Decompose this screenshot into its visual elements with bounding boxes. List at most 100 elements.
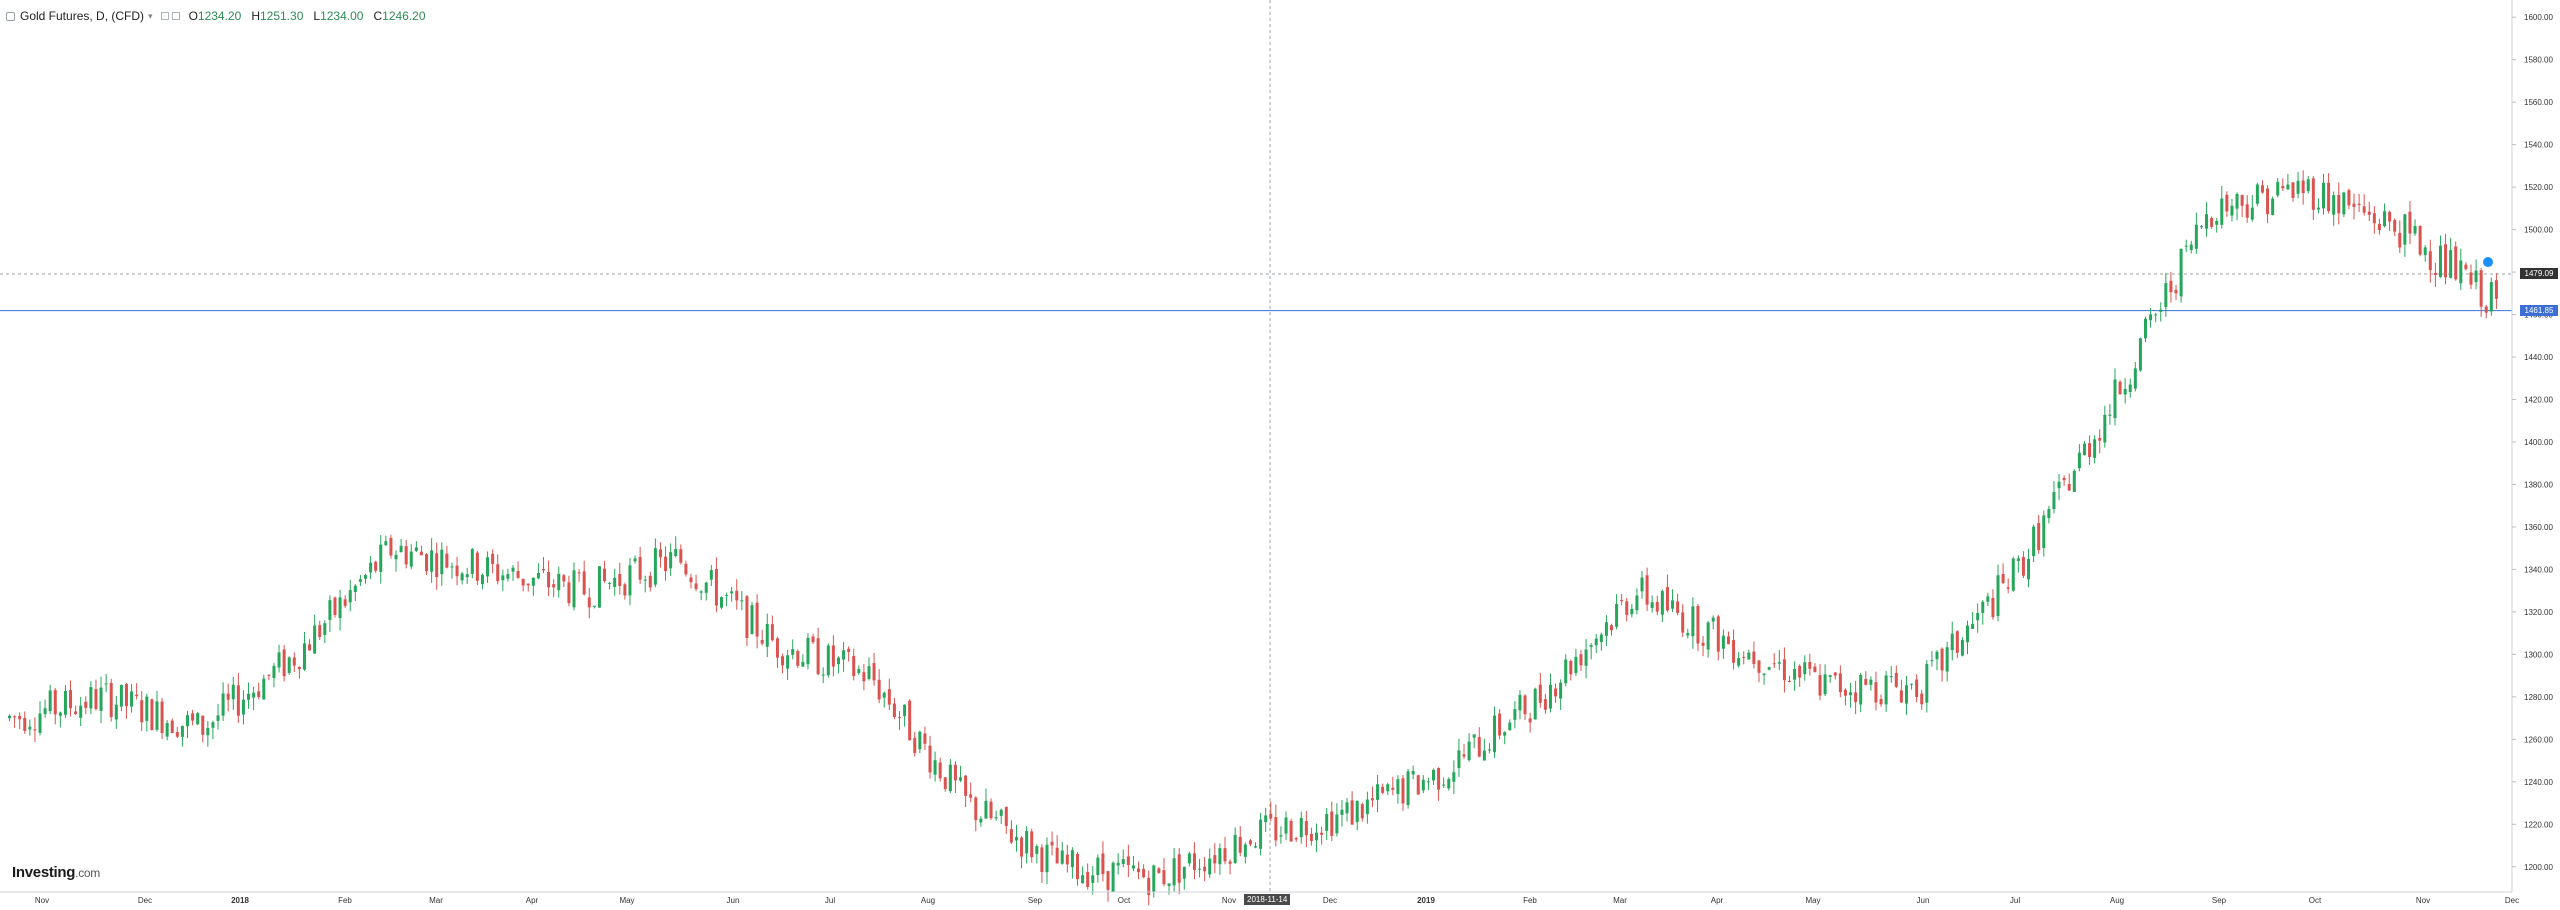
candle-body[interactable] bbox=[379, 544, 383, 572]
candle-body[interactable] bbox=[2347, 190, 2351, 206]
candle-body[interactable] bbox=[247, 693, 251, 700]
candle-body[interactable] bbox=[1050, 841, 1054, 846]
candle-body[interactable] bbox=[862, 672, 866, 682]
candle-body[interactable] bbox=[2489, 282, 2493, 312]
candle-body[interactable] bbox=[842, 650, 846, 660]
candle-body[interactable] bbox=[1432, 769, 1435, 781]
candle-body[interactable] bbox=[1472, 734, 1476, 738]
candle-body[interactable] bbox=[1752, 651, 1756, 665]
candle-body[interactable] bbox=[1615, 604, 1619, 627]
candle-body[interactable] bbox=[699, 591, 703, 593]
candle-body[interactable] bbox=[1635, 595, 1639, 611]
candle-body[interactable] bbox=[1223, 848, 1227, 862]
candle-body[interactable] bbox=[1167, 883, 1171, 886]
candle-body[interactable] bbox=[2398, 232, 2402, 248]
candle-body[interactable] bbox=[2393, 220, 2397, 232]
candle-body[interactable] bbox=[1564, 659, 1568, 684]
candle-body[interactable] bbox=[725, 595, 729, 597]
candle-body[interactable] bbox=[465, 574, 469, 578]
candle-body[interactable] bbox=[974, 797, 978, 821]
candle-body[interactable] bbox=[358, 579, 362, 582]
candle-body[interactable] bbox=[1452, 772, 1456, 782]
candle-body[interactable] bbox=[1096, 857, 1100, 875]
candle-body[interactable] bbox=[1772, 663, 1776, 665]
candle-body[interactable] bbox=[1355, 800, 1359, 823]
candle-body[interactable] bbox=[1269, 813, 1273, 819]
candle-body[interactable] bbox=[2332, 195, 2336, 215]
candle-body[interactable] bbox=[2113, 379, 2117, 419]
candle-body[interactable] bbox=[1986, 596, 1990, 602]
candle-body[interactable] bbox=[1370, 798, 1374, 801]
candle-body[interactable] bbox=[2006, 587, 2010, 589]
candle-body[interactable] bbox=[69, 690, 73, 709]
candle-body[interactable] bbox=[297, 667, 301, 670]
candle-body[interactable] bbox=[1091, 875, 1095, 883]
candle-body[interactable] bbox=[1554, 688, 1558, 697]
candle-body[interactable] bbox=[2144, 318, 2147, 339]
candle-body[interactable] bbox=[1777, 662, 1781, 664]
candle-body[interactable] bbox=[572, 570, 576, 608]
candle-body[interactable] bbox=[1289, 821, 1293, 842]
candle-body[interactable] bbox=[1721, 635, 1725, 649]
candle-body[interactable] bbox=[1894, 672, 1898, 687]
candle-body[interactable] bbox=[1406, 771, 1410, 806]
candle-body[interactable] bbox=[1808, 662, 1812, 669]
candle-body[interactable] bbox=[1538, 684, 1542, 703]
candle-body[interactable] bbox=[1020, 837, 1024, 857]
candle-body[interactable] bbox=[1060, 850, 1064, 864]
candle-body[interactable] bbox=[618, 573, 622, 587]
candle-body[interactable] bbox=[1131, 865, 1135, 869]
candle-body[interactable] bbox=[1030, 831, 1034, 858]
candle-body[interactable] bbox=[455, 565, 459, 577]
candle-body[interactable] bbox=[99, 687, 103, 711]
candle-body[interactable] bbox=[791, 649, 795, 655]
candle-body[interactable] bbox=[135, 694, 139, 697]
candle-body[interactable] bbox=[313, 625, 317, 654]
candle-body[interactable] bbox=[1004, 806, 1008, 827]
candle-body[interactable] bbox=[28, 726, 32, 730]
candle-body[interactable] bbox=[938, 762, 942, 779]
candle-body[interactable] bbox=[1665, 587, 1669, 611]
candle-body[interactable] bbox=[1040, 847, 1044, 873]
candle-body[interactable] bbox=[1788, 681, 1791, 683]
candle-body[interactable] bbox=[613, 577, 617, 587]
candle-body[interactable] bbox=[2260, 185, 2264, 193]
candle-body[interactable] bbox=[2179, 248, 2183, 297]
candle-body[interactable] bbox=[2123, 388, 2127, 395]
candle-body[interactable] bbox=[1671, 600, 1675, 609]
candle-body[interactable] bbox=[308, 644, 312, 651]
candle-body[interactable] bbox=[577, 572, 581, 574]
candle-body[interactable] bbox=[959, 777, 963, 781]
candle-body[interactable] bbox=[1543, 699, 1547, 710]
candle-body[interactable] bbox=[201, 715, 205, 735]
candle-body[interactable] bbox=[913, 737, 917, 753]
candle-body[interactable] bbox=[1716, 616, 1720, 652]
settings-icon[interactable] bbox=[171, 12, 180, 20]
candle-body[interactable] bbox=[511, 567, 515, 572]
candle-body[interactable] bbox=[1177, 854, 1181, 883]
candle-body[interactable] bbox=[2042, 515, 2046, 548]
candle-body[interactable] bbox=[450, 566, 454, 568]
candle-body[interactable] bbox=[928, 745, 932, 773]
candle-body[interactable] bbox=[750, 605, 754, 634]
candle-body[interactable] bbox=[1904, 685, 1908, 704]
candle-body[interactable] bbox=[811, 636, 815, 643]
candle-body[interactable] bbox=[2184, 245, 2188, 247]
candle-body[interactable] bbox=[2484, 306, 2488, 313]
candle-body[interactable] bbox=[394, 554, 398, 560]
candle-body[interactable] bbox=[877, 679, 881, 700]
candle-body[interactable] bbox=[2301, 180, 2305, 194]
candle-body[interactable] bbox=[1365, 799, 1369, 815]
candle-body[interactable] bbox=[689, 577, 693, 583]
candle-body[interactable] bbox=[1198, 868, 1202, 870]
candle-body[interactable] bbox=[1376, 784, 1380, 800]
candle-body[interactable] bbox=[2093, 439, 2097, 458]
candle-body[interactable] bbox=[1493, 715, 1497, 753]
candle-body[interactable] bbox=[1854, 692, 1858, 703]
candle-body[interactable] bbox=[18, 715, 22, 720]
candle-body[interactable] bbox=[1940, 648, 1944, 671]
candle-body[interactable] bbox=[1009, 829, 1013, 843]
candle-body[interactable] bbox=[2057, 481, 2061, 489]
candle-body[interactable] bbox=[816, 638, 820, 675]
candle-body[interactable] bbox=[2276, 181, 2280, 196]
